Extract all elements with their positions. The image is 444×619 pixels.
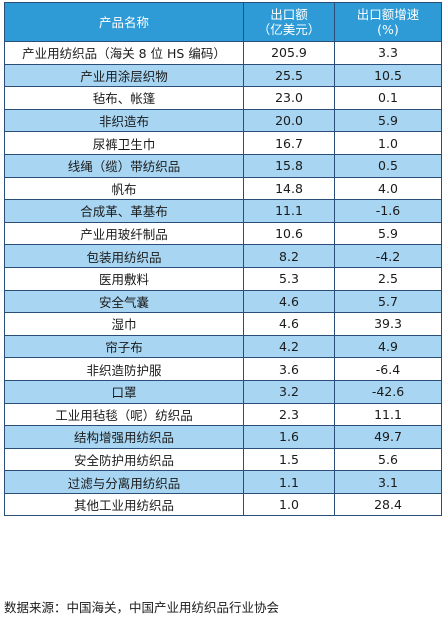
product-name-cell: 其他工业用纺织品 bbox=[4, 492, 244, 517]
export-value-cell: 25.5 bbox=[243, 63, 335, 88]
growth-rate-cell: 28.4 bbox=[334, 492, 442, 517]
export-value-cell: 1.1 bbox=[243, 470, 335, 494]
table-row: 毡布、帐篷 23.0 0.1 bbox=[4, 86, 442, 110]
export-value-cell: 10.6 bbox=[243, 221, 335, 246]
product-name-cell: 安全气囊 bbox=[4, 289, 244, 314]
export-value-cell: 4.6 bbox=[243, 289, 335, 314]
table-row: 过滤与分离用纺织品 1.1 3.1 bbox=[4, 470, 442, 494]
table-header-row: 产品名称 出口额 （亿美元） 出口额增速 (%) bbox=[4, 2, 442, 42]
growth-rate-cell: 49.7 bbox=[334, 425, 442, 449]
header-growth-label: 出口额增速 bbox=[356, 7, 420, 22]
table-body: 产业用纺织品（海关 8 位 HS 编码） 205.9 3.3 产业用涂层织物 25.5 1… bbox=[4, 41, 442, 517]
growth-rate-cell: 3.3 bbox=[334, 41, 442, 65]
header-product-name: 产品名称 bbox=[4, 2, 244, 42]
growth-rate-cell: -4.2 bbox=[334, 244, 442, 268]
growth-rate-cell: -42.6 bbox=[334, 379, 442, 404]
product-name-cell: 非织造布 bbox=[4, 108, 244, 133]
export-value-cell: 23.0 bbox=[243, 86, 335, 110]
table-row: 包装用纺织品 8.2 -4.2 bbox=[4, 244, 442, 268]
growth-rate-cell: -1.6 bbox=[334, 199, 442, 223]
export-value-cell: 20.0 bbox=[243, 108, 335, 133]
export-table-container: 产品名称 出口额 （亿美元） 出口额增速 (%) 产业用纺织品（海关 8 位 H… bbox=[4, 2, 442, 517]
table-row: 医用敷料 5.3 2.5 bbox=[4, 266, 442, 291]
growth-rate-cell: 10.5 bbox=[334, 63, 442, 88]
export-value-cell: 11.1 bbox=[243, 199, 335, 223]
export-value-cell: 5.3 bbox=[243, 266, 335, 291]
source-note: 数据来源：中国海关，中国产业用纺织品行业协会 bbox=[4, 600, 280, 615]
product-name-cell: 尿裤卫生巾 bbox=[4, 131, 244, 155]
product-name-cell: 过滤与分离用纺织品 bbox=[4, 470, 244, 494]
table-row: 口罩 3.2 -42.6 bbox=[4, 379, 442, 404]
product-name-cell: 工业用毡毯（呢）纺织品 bbox=[4, 402, 244, 427]
product-name-cell: 医用敷料 bbox=[4, 266, 244, 291]
table-row: 产业用纺织品（海关 8 位 HS 编码） 205.9 3.3 bbox=[4, 41, 442, 65]
growth-rate-cell: 5.9 bbox=[334, 221, 442, 246]
growth-rate-cell: 39.3 bbox=[334, 312, 442, 336]
product-name-cell: 非织造防护服 bbox=[4, 357, 244, 381]
growth-rate-cell: 11.1 bbox=[334, 402, 442, 427]
product-name-cell: 合成革、革基布 bbox=[4, 199, 244, 223]
export-value-cell: 1.6 bbox=[243, 425, 335, 449]
header-export-label: 出口额 bbox=[270, 7, 308, 22]
table-row: 帆布 14.8 4.0 bbox=[4, 176, 442, 201]
growth-rate-cell: 3.1 bbox=[334, 470, 442, 494]
product-name-cell: 产业用玻纤制品 bbox=[4, 221, 244, 246]
growth-rate-cell: 0.1 bbox=[334, 86, 442, 110]
table-row: 安全气囊 4.6 5.7 bbox=[4, 289, 442, 314]
header-export-growth: 出口额增速 (%) bbox=[334, 2, 442, 42]
growth-rate-cell: 4.0 bbox=[334, 176, 442, 201]
table-row: 帘子布 4.2 4.9 bbox=[4, 334, 442, 359]
table-row: 非织造布 20.0 5.9 bbox=[4, 108, 442, 133]
header-growth-unit: (%) bbox=[377, 22, 399, 37]
header-export-value: 出口额 （亿美元） bbox=[243, 2, 335, 42]
table-row: 工业用毡毯（呢）纺织品 2.3 11.1 bbox=[4, 402, 442, 427]
product-name-cell: 线绳（缆）带纺织品 bbox=[4, 153, 244, 178]
product-name-cell: 结构增强用纺织品 bbox=[4, 425, 244, 449]
product-name-cell: 湿巾 bbox=[4, 312, 244, 336]
export-value-cell: 8.2 bbox=[243, 244, 335, 268]
product-name-cell: 包装用纺织品 bbox=[4, 244, 244, 268]
product-name-cell: 安全防护用纺织品 bbox=[4, 447, 244, 472]
export-value-cell: 3.2 bbox=[243, 379, 335, 404]
export-value-cell: 14.8 bbox=[243, 176, 335, 201]
table-row: 产业用涂层织物 25.5 10.5 bbox=[4, 63, 442, 88]
growth-rate-cell: -6.4 bbox=[334, 357, 442, 381]
table-row: 线绳（缆）带纺织品 15.8 0.5 bbox=[4, 153, 442, 178]
export-value-cell: 205.9 bbox=[243, 41, 335, 65]
table-row: 其他工业用纺织品 1.0 28.4 bbox=[4, 492, 442, 517]
header-product-label: 产品名称 bbox=[98, 14, 149, 30]
export-value-cell: 4.6 bbox=[243, 312, 335, 336]
product-name-cell: 口罩 bbox=[4, 379, 244, 404]
growth-rate-cell: 4.9 bbox=[334, 334, 442, 359]
table-row: 非织造防护服 3.6 -6.4 bbox=[4, 357, 442, 381]
header-export-unit: （亿美元） bbox=[257, 22, 321, 37]
product-name-cell: 产业用纺织品（海关 8 位 HS 编码） bbox=[4, 41, 244, 65]
export-value-cell: 2.3 bbox=[243, 402, 335, 427]
growth-rate-cell: 2.5 bbox=[334, 266, 442, 291]
product-name-cell: 毡布、帐篷 bbox=[4, 86, 244, 110]
growth-rate-cell: 0.5 bbox=[334, 153, 442, 178]
growth-rate-cell: 1.0 bbox=[334, 131, 442, 155]
product-name-cell: 产业用涂层织物 bbox=[4, 63, 244, 88]
export-value-cell: 3.6 bbox=[243, 357, 335, 381]
table-row: 合成革、革基布 11.1 -1.6 bbox=[4, 199, 442, 223]
export-table: 产品名称 出口额 （亿美元） 出口额增速 (%) 产业用纺织品（海关 8 位 H… bbox=[4, 2, 442, 517]
export-value-cell: 15.8 bbox=[243, 153, 335, 178]
growth-rate-cell: 5.7 bbox=[334, 289, 442, 314]
export-value-cell: 4.2 bbox=[243, 334, 335, 359]
table-row: 湿巾 4.6 39.3 bbox=[4, 312, 442, 336]
product-name-cell: 帘子布 bbox=[4, 334, 244, 359]
export-value-cell: 1.5 bbox=[243, 447, 335, 472]
product-name-cell: 帆布 bbox=[4, 176, 244, 201]
table-row: 产业用玻纤制品 10.6 5.9 bbox=[4, 221, 442, 246]
growth-rate-cell: 5.6 bbox=[334, 447, 442, 472]
export-value-cell: 16.7 bbox=[243, 131, 335, 155]
table-row: 尿裤卫生巾 16.7 1.0 bbox=[4, 131, 442, 155]
table-row: 安全防护用纺织品 1.5 5.6 bbox=[4, 447, 442, 472]
export-value-cell: 1.0 bbox=[243, 492, 335, 517]
table-row: 结构增强用纺织品 1.6 49.7 bbox=[4, 425, 442, 449]
growth-rate-cell: 5.9 bbox=[334, 108, 442, 133]
